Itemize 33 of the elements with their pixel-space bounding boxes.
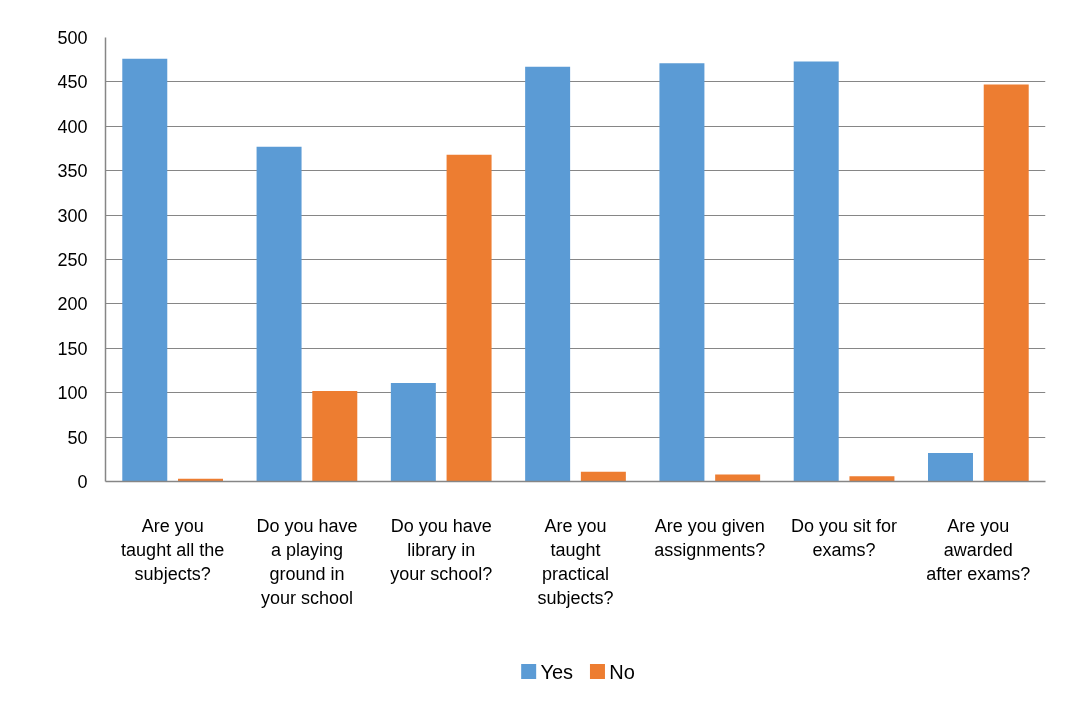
y-tick-label: 350 — [57, 161, 88, 182]
x-tick-label: Do you have library in your school? — [390, 515, 493, 584]
bar — [525, 66, 571, 482]
bar — [446, 154, 492, 482]
bar — [312, 390, 358, 482]
x-tick-label: Do you have a playing ground in your school — [256, 515, 358, 608]
bar — [390, 382, 436, 482]
bar — [983, 84, 1029, 482]
y-tick-label: 400 — [57, 116, 88, 137]
legend-label: No — [609, 660, 635, 683]
x-tick-label: Are you taught all the subjects? — [121, 515, 225, 584]
bar — [793, 61, 839, 482]
x-tick-label: Are you taught practical subjects? — [537, 515, 614, 608]
y-tick-label: 0 — [77, 472, 88, 492]
y-tick-label: 100 — [57, 383, 88, 404]
bar — [849, 476, 895, 482]
legend-label: Yes — [540, 660, 574, 683]
y-tick-label: 450 — [57, 72, 88, 93]
x-tick-label: Are you given assignments? — [654, 515, 766, 560]
bar — [659, 63, 705, 482]
y-tick-label: 150 — [57, 338, 88, 359]
bar — [122, 58, 168, 482]
bar — [256, 146, 302, 482]
bar — [928, 453, 973, 482]
bar — [580, 471, 626, 482]
y-tick-label: 250 — [57, 250, 88, 270]
x-tick-label: Are you awarded after exams? — [926, 515, 1031, 584]
y-tick-label: 200 — [57, 294, 88, 315]
x-tick-label: Do you sit for exams? — [791, 515, 898, 560]
bar — [715, 474, 761, 482]
y-tick-label: 300 — [57, 205, 88, 226]
y-tick-label: 50 — [67, 427, 88, 448]
y-tick-label: 500 — [57, 28, 88, 48]
